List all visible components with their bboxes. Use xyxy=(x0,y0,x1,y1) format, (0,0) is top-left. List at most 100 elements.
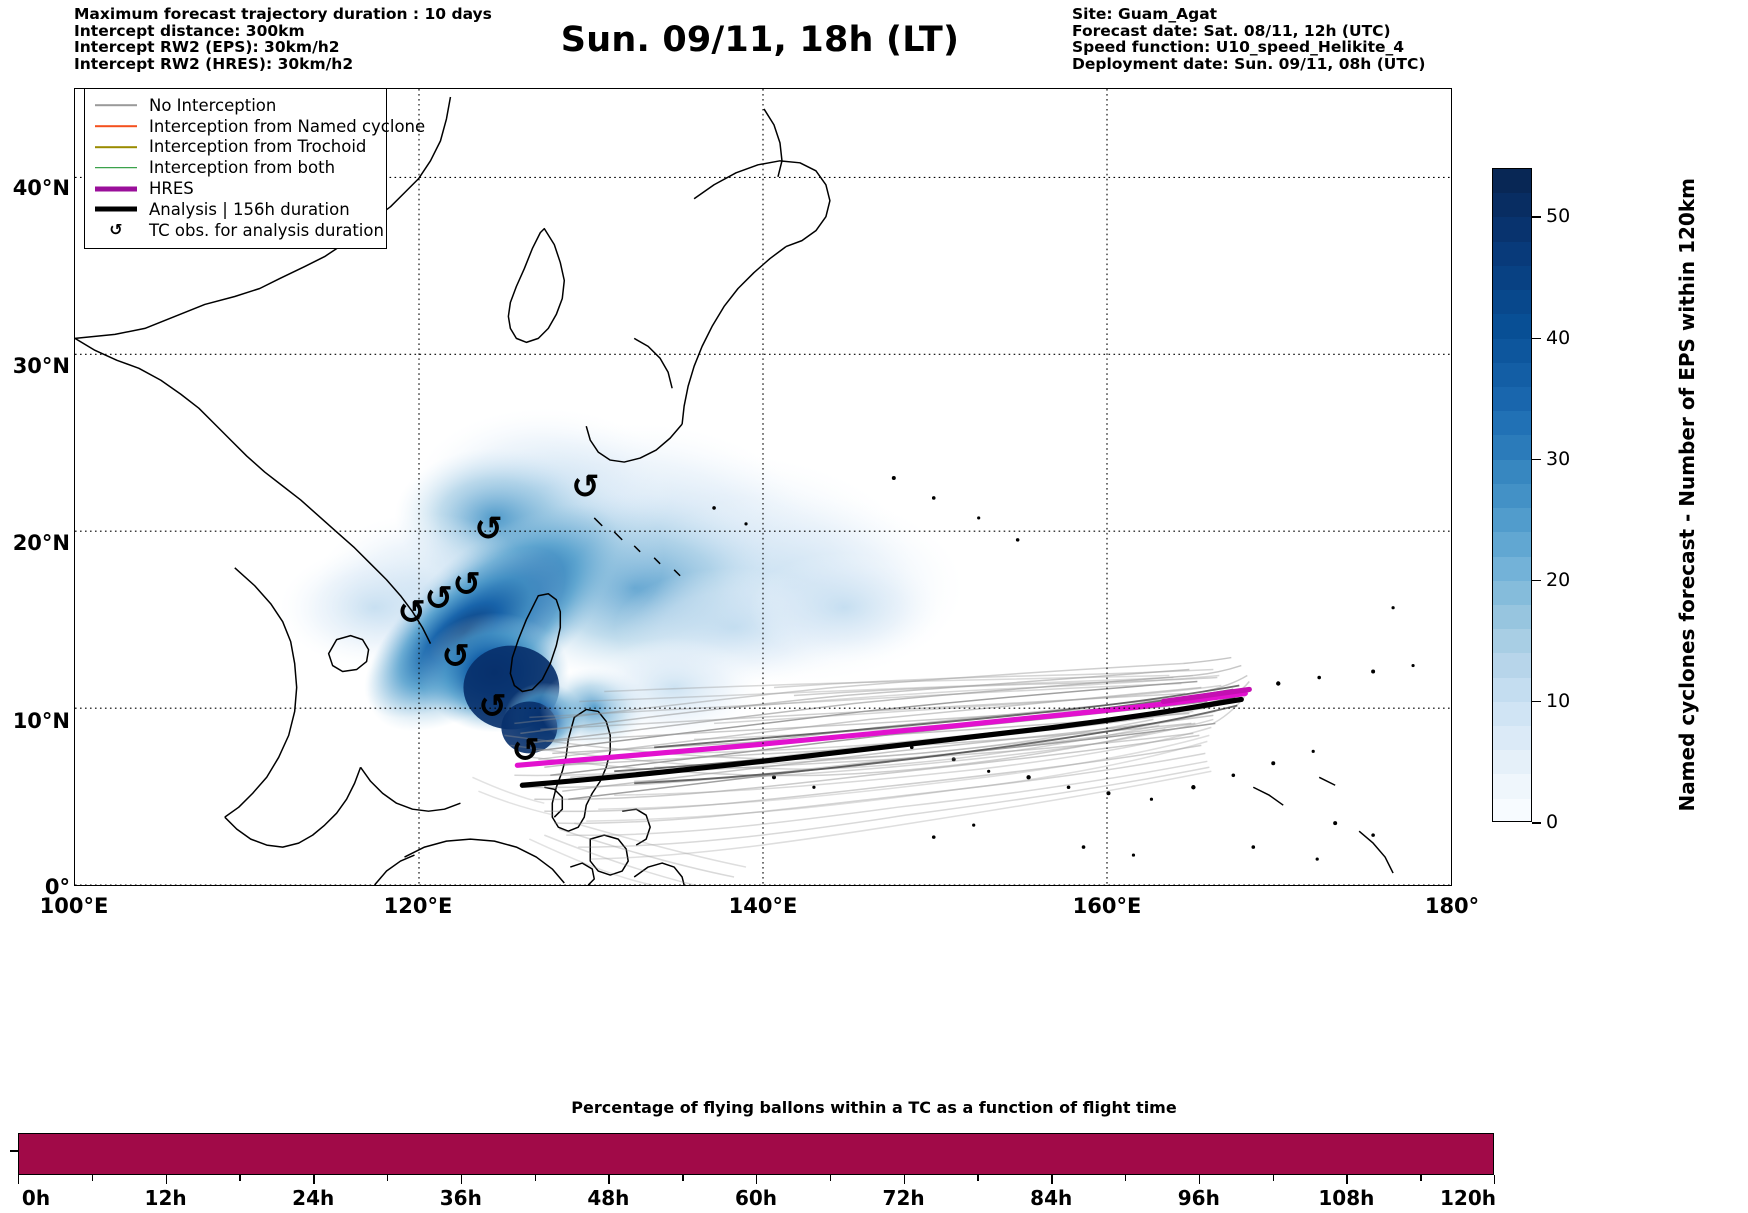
progress-tick xyxy=(313,1175,315,1184)
progress-tick xyxy=(1346,1175,1348,1184)
legend-item-named-cyclone[interactable]: Interception from Named cyclone xyxy=(93,116,425,137)
progress-tick-label: 12h xyxy=(144,1186,187,1210)
page-title: Sun. 09/11, 18h (LT) xyxy=(560,20,960,60)
legend-label: Analysis | 156h duration xyxy=(149,199,350,219)
legend-swatch-line xyxy=(93,98,139,112)
progress-tick-label: 48h xyxy=(587,1186,630,1210)
meta-left-line-2: Intercept RW2 (EPS): 30km/h2 xyxy=(74,38,340,56)
progress-tick-minor xyxy=(1125,1175,1127,1181)
legend-item-hres[interactable]: HRES xyxy=(93,178,378,199)
progress-tick-label: 0h xyxy=(21,1186,51,1210)
progress-tick-label: 108h xyxy=(1318,1186,1375,1210)
colorbar-title-text: Named cyclones forecast - Number of EPS … xyxy=(1675,178,1699,812)
colorbar-gradient xyxy=(1492,168,1532,822)
legend-swatch-line xyxy=(93,119,139,133)
meta-right-line-0: Site: Guam_Agat xyxy=(1072,5,1218,23)
legend-item-both[interactable]: Interception from both xyxy=(93,157,378,178)
colorbar-tick xyxy=(1532,337,1541,340)
analysis-track xyxy=(519,696,1244,788)
progress-tick xyxy=(460,1175,463,1184)
legend-label: Interception from Trochoid xyxy=(149,137,367,157)
lon-tick-3: 160°E xyxy=(1072,894,1142,918)
progress-tick xyxy=(165,1175,167,1184)
eps-density-field xyxy=(279,408,964,754)
map-gridlines xyxy=(75,89,1451,885)
colorbar-tick-label: 20 xyxy=(1546,568,1571,591)
colorbar-tick xyxy=(1532,458,1541,461)
progress-bar-panel[interactable] xyxy=(18,1133,1494,1175)
meta-right-line-1: Forecast date: Sat. 08/11, 12h (UTC) xyxy=(1072,21,1391,40)
lat-tick-1: 30°N xyxy=(12,354,70,378)
progress-tick-minor xyxy=(829,1175,832,1181)
legend-item-analysis[interactable]: Analysis | 156h duration xyxy=(93,199,378,220)
legend-label: TC obs. for analysis duration xyxy=(149,220,384,240)
progress-tick-label: 120h xyxy=(1440,1186,1496,1210)
progress-tick-minor xyxy=(387,1175,389,1181)
colorbar-tick xyxy=(1532,700,1541,703)
colorbar-tick-label: 10 xyxy=(1546,689,1571,712)
progress-tick xyxy=(1494,1175,1496,1184)
hres-track-tip xyxy=(1160,686,1252,705)
map-legend: No Interception Interception from Named … xyxy=(84,88,425,249)
coastlines xyxy=(75,96,1415,885)
progress-tick-minor xyxy=(1272,1175,1274,1181)
meta-left-line-0: Maximum forecast trajectory duration : 1… xyxy=(74,5,492,23)
tc-marker-icon: ↺ xyxy=(511,731,539,770)
meta-left-line-1: Intercept distance: 300km xyxy=(74,21,305,40)
colorbar-tick-label: 50 xyxy=(1546,205,1571,228)
progress-tick xyxy=(903,1175,905,1184)
legend-label: HRES xyxy=(149,179,194,199)
progress-tick-minor xyxy=(239,1175,241,1181)
progress-tick xyxy=(1198,1175,1201,1184)
lat-tick-0: 40°N xyxy=(12,176,70,200)
meta-right-line-3: Deployment date: Sun. 09/11, 08h (UTC) xyxy=(1072,54,1426,73)
progress-tick-label: 24h xyxy=(292,1186,335,1210)
lon-tick-0: 100°E xyxy=(39,894,109,918)
hres-track xyxy=(514,690,1248,768)
progress-tick-label: 84h xyxy=(1030,1186,1073,1210)
legend-item-tc-obs[interactable]: ↺ TC obs. for analysis duration xyxy=(93,220,384,241)
progress-tick-minor xyxy=(91,1175,94,1181)
tc-marker-icon: ↺ xyxy=(441,638,469,677)
lon-tick-1: 120°E xyxy=(383,894,453,918)
progress-tick-minor xyxy=(534,1175,536,1181)
progress-tick xyxy=(18,1175,20,1184)
colorbar-tick xyxy=(1532,579,1541,582)
colorbar[interactable]: 0 10 20 30 40 50 xyxy=(1492,168,1570,833)
progress-tick xyxy=(1051,1175,1053,1184)
lon-tick-2: 140°E xyxy=(728,894,798,918)
progress-bar-fill xyxy=(19,1134,1493,1174)
progress-tick-minor xyxy=(1420,1175,1422,1181)
colorbar-tick-label: 40 xyxy=(1546,326,1571,349)
colorbar-tick-label: 0 xyxy=(1546,811,1559,833)
legend-swatch-line xyxy=(93,202,139,216)
tc-observation-markers: ↺ ↺ ↺ ↺ ↺ ↺ ↺ ↺ xyxy=(398,468,600,770)
progress-tick-label: 36h xyxy=(439,1186,482,1210)
tc-marker-icon: ↺ xyxy=(474,510,502,549)
legend-swatch-line xyxy=(93,161,139,175)
legend-label: Interception from Named cyclone xyxy=(149,116,426,136)
progress-axis: 0h 12h 24h 36h 48h 60h 72h 84h 96h 108h 120h xyxy=(18,1175,1496,1213)
metadata-right: Site: Guam_Agat Forecast date: Sat. 08/1… xyxy=(1072,6,1425,72)
tc-marker-icon: ↺ xyxy=(571,468,599,507)
lat-tick-3: 10°N xyxy=(12,709,70,733)
colorbar-tick xyxy=(1532,216,1541,219)
progress-tick xyxy=(608,1175,610,1184)
legend-item-no-interception[interactable]: No Interception xyxy=(93,95,378,116)
tc-marker-icon: ↺ xyxy=(398,594,426,633)
legend-item-trochoid[interactable]: Interception from Trochoid xyxy=(93,137,378,158)
metadata-left: Maximum forecast trajectory duration : 1… xyxy=(74,6,492,72)
colorbar-tick-label: 30 xyxy=(1546,447,1571,470)
cyclone-icon: ↺ xyxy=(109,220,123,240)
progress-tick-minor xyxy=(682,1175,684,1181)
progress-y-tick xyxy=(10,1150,19,1152)
progress-tick-label: 96h xyxy=(1177,1186,1220,1210)
tc-marker-icon: ↺ xyxy=(452,566,480,605)
progress-caption: Percentage of flying ballons within a TC… xyxy=(571,1098,1177,1117)
legend-swatch-line xyxy=(93,182,139,196)
map-canvas: ↺ ↺ ↺ ↺ ↺ ↺ ↺ ↺ xyxy=(75,89,1451,885)
meta-right-line-2: Speed function: U10_speed_Helikite_4 xyxy=(1072,38,1405,56)
progress-tick-label: 60h xyxy=(734,1186,778,1210)
legend-label: Interception from both xyxy=(149,158,336,178)
progress-tick-label: 72h xyxy=(882,1186,925,1210)
